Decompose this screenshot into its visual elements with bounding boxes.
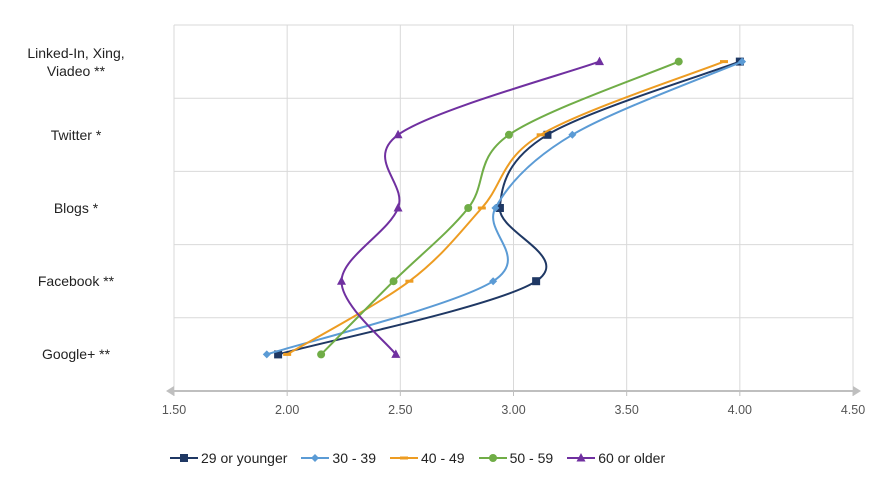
data-point-square [180,454,188,462]
legend-swatch [567,453,596,462]
data-point-diamond [311,454,320,462]
category-label-line: Facebook ** [37,273,115,290]
series-line [277,60,741,356]
legend-label: 40 - 49 [421,450,465,466]
category-label-line: Twitter * [50,126,102,143]
legend-item: 40 - 49 [390,450,465,466]
data-point-diamond [491,204,500,212]
legend-swatch [170,454,198,462]
data-point-dash [719,60,728,64]
x-tick-label: 2.50 [388,403,413,417]
category-label-line: Viadeo ** [46,62,106,79]
legend-swatch [301,454,330,462]
data-point-dash [405,279,414,283]
category-label: Twitter * [0,126,161,144]
x-axis-arrow-left [166,386,174,396]
data-point-circle [464,204,473,212]
x-tick-label: 4.50 [840,403,866,417]
legend-label: 50 - 59 [509,450,554,466]
legend-item: 60 or older [567,450,665,466]
data-point-square [532,277,541,286]
data-point-diamond [738,57,747,66]
data-point-circle [317,350,326,359]
x-tick-label: 3.00 [501,403,526,417]
legend-swatch [478,454,507,462]
x-tick-label: 4.00 [727,403,752,417]
series-line [320,60,680,356]
category-label: Google+ ** [0,345,161,363]
legend-item: 30 - 39 [301,450,376,466]
category-label: Linked-In, Xing, Viadeo ** [0,44,161,80]
data-point-dash [536,133,545,137]
series-line [340,60,600,356]
data-point-dash [477,206,486,210]
legend-label: 30 - 39 [332,450,376,466]
x-tick-label: 3.50 [614,403,639,417]
x-axis-arrow-right [853,386,861,396]
category-label-line: Google+ ** [41,346,111,363]
data-point-triangle [336,276,346,285]
x-tick-label: 1.50 [161,403,187,417]
data-point-dash [283,352,292,356]
data-point-circle [488,454,497,462]
data-point-square [543,130,552,139]
category-label-line: Linked-In, Xing, [27,44,125,61]
legend-swatch [390,456,418,460]
data-point-circle [504,130,513,139]
data-point-circle [389,277,398,286]
data-point-square [274,350,283,359]
data-point-square [495,204,504,212]
data-point-triangle [391,349,401,358]
legend-label: 60 or older [598,450,666,466]
data-point-dash [400,456,408,460]
data-point-triangle [595,56,605,66]
data-point-triangle [576,453,586,462]
legend-label: 29 or younger [201,450,288,466]
data-point-diamond [262,350,271,359]
data-point-triangle [393,129,403,139]
data-point-diamond [489,277,498,286]
category-label: Blogs * [0,199,161,217]
category-label-line: Blogs * [53,200,99,216]
x-tick-label: 2.00 [274,403,300,417]
data-point-diamond [568,130,577,139]
legend-item: 29 or younger [170,450,287,466]
data-point-triangle [393,203,403,212]
legend: 29 or younger 30 - 39 40 - 49 50 - 59 60 or … [170,449,679,467]
series-line [266,60,743,356]
data-point-circle [674,57,683,66]
series-line [286,60,725,356]
category-label: Facebook ** [0,272,161,290]
legend-item: 50 - 59 [478,450,554,466]
